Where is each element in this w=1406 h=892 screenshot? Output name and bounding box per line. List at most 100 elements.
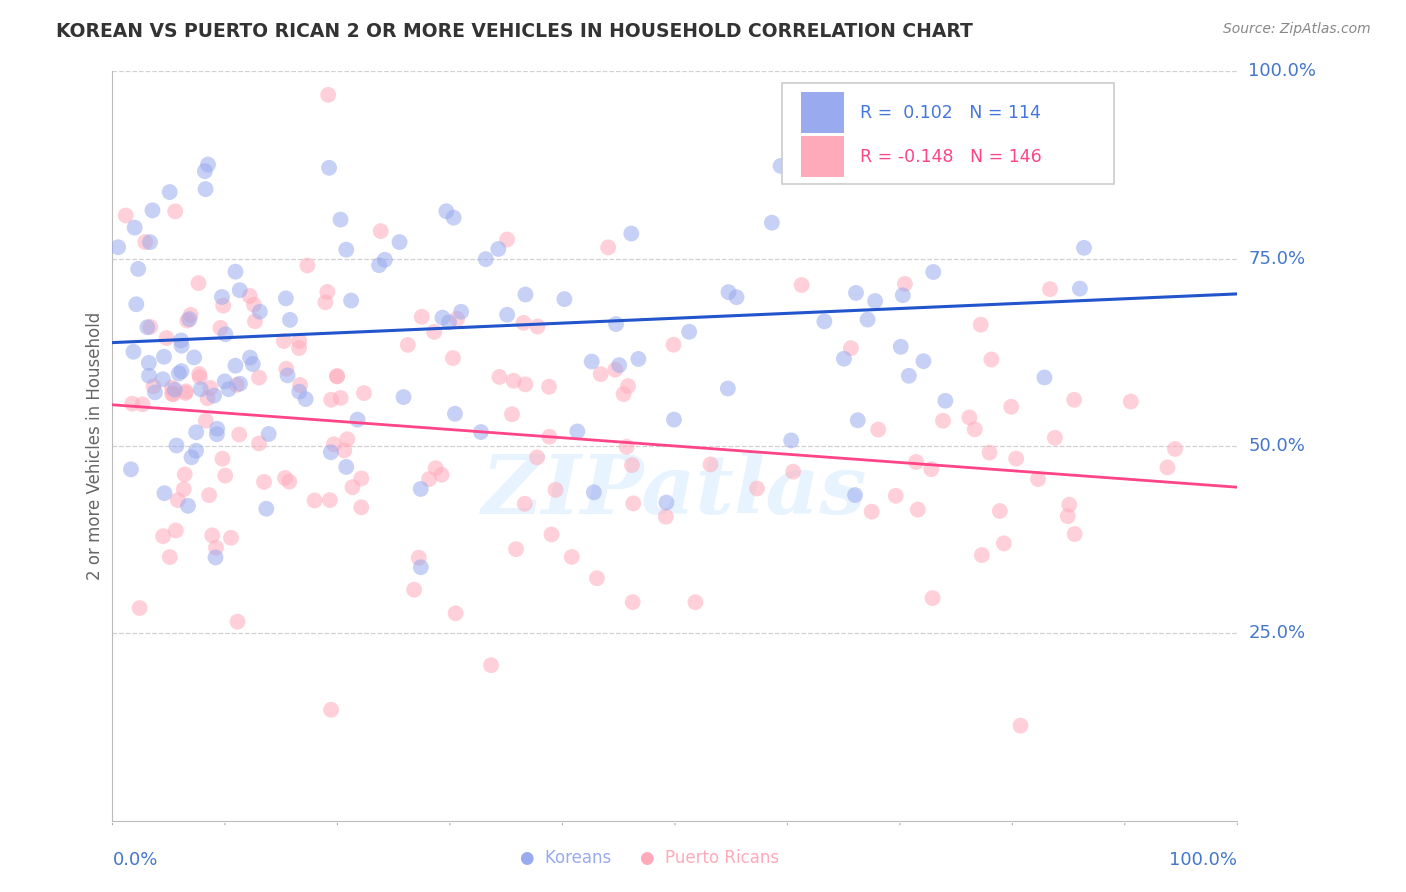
Point [501,407,523,421]
Point [432,310,454,325]
Point [120,462,142,476]
Point [894,277,917,291]
Point [153,350,176,364]
Point [932,414,955,428]
Point [350,471,373,485]
Point [434,204,457,219]
Point [1043,431,1066,445]
Point [589,367,612,381]
Point [188,367,211,381]
Point [717,285,740,300]
Point [176,313,198,327]
Point [242,357,264,371]
Point [239,351,262,365]
Point [224,359,246,373]
Point [288,341,311,355]
Point [183,351,205,365]
Point [963,422,986,436]
Point [136,320,159,334]
Point [273,334,295,348]
Point [1164,442,1187,456]
Point [314,295,336,310]
Point [162,387,184,401]
Point [1039,282,1062,296]
Point [346,412,368,426]
Point [253,475,276,489]
Point [336,432,359,446]
Point [228,427,250,442]
Point [321,392,343,407]
Point [627,351,650,366]
Point [180,308,202,322]
Point [470,425,492,439]
Point [418,472,440,486]
Point [1063,527,1085,541]
Point [319,445,342,459]
Point [276,361,298,376]
Point [278,475,301,489]
Point [607,358,630,372]
Point [329,212,352,227]
Point [194,414,217,428]
Point [450,305,472,319]
Point [662,412,685,426]
Point [905,455,928,469]
Point [153,486,176,500]
Point [1073,241,1095,255]
Point [544,483,567,497]
Point [257,427,280,442]
Point [1156,460,1178,475]
Point [586,571,609,585]
Point [979,445,1001,459]
Point [211,290,233,304]
Point [441,351,464,365]
Point [423,325,446,339]
Point [505,542,527,557]
Point [225,265,247,279]
Point [1063,392,1085,407]
Point [198,488,221,502]
Point [790,278,813,293]
Point [297,259,319,273]
Point [486,242,509,256]
Point [540,527,562,541]
Point [211,451,233,466]
Point [404,582,426,597]
Point [122,344,145,359]
Point [121,397,143,411]
Point [125,297,148,311]
Point [922,265,945,279]
Point [218,382,240,396]
Point [844,488,866,502]
Point [335,243,357,257]
Point [340,293,363,308]
Point [165,524,187,538]
Point [907,502,929,516]
Point [326,369,349,384]
Point [194,164,217,178]
Point [225,377,247,392]
Point [124,220,146,235]
Point [304,493,326,508]
Text: 50.0%: 50.0% [1249,437,1305,455]
Text: 100.0%: 100.0% [1170,851,1237,869]
Point [839,341,862,355]
Point [165,204,187,219]
Point [134,235,156,249]
Point [288,334,311,348]
Point [620,458,643,472]
Point [219,531,242,545]
Point [761,216,783,230]
Point [205,422,228,436]
Point [396,338,419,352]
Point [678,325,700,339]
Point [662,337,685,351]
Point [411,310,433,324]
Point [1069,282,1091,296]
Point [780,434,803,448]
Point [190,382,212,396]
Point [180,450,202,465]
Point [813,314,835,328]
Point [446,311,468,326]
Point [538,430,561,444]
